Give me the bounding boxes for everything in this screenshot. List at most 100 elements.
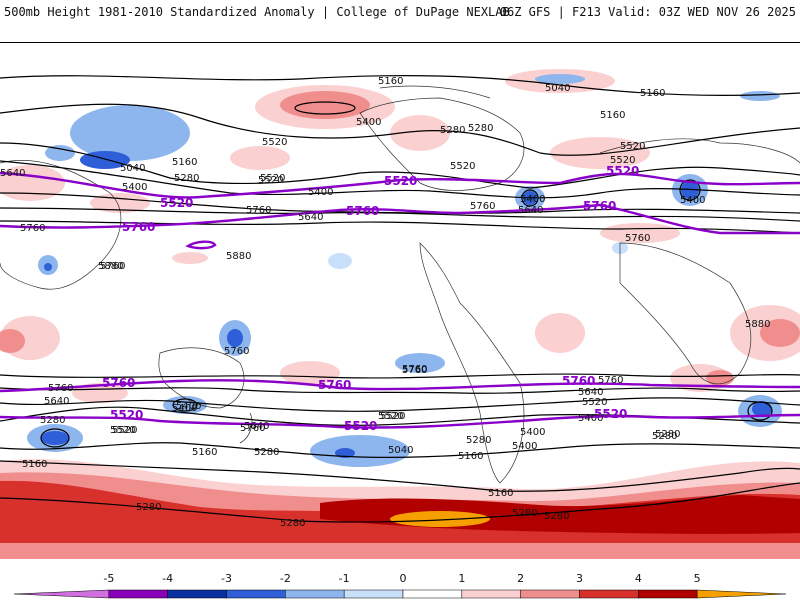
contour-label: 5640 [0, 168, 25, 179]
contour-label: 5880 [98, 261, 123, 272]
highlight-label: 5520 [384, 174, 417, 188]
contour-label: 5760 [224, 346, 249, 357]
contour-label: 5760 [20, 223, 45, 234]
highlight-contours [0, 171, 800, 429]
contour-label: 5400 [176, 401, 201, 412]
contour-label: 5160 [22, 459, 47, 470]
colorbar-tick-label: 1 [458, 572, 466, 585]
contour-label: 5520 [110, 425, 135, 436]
colorbar-segment [638, 589, 698, 599]
contour-label: 5520 [260, 173, 285, 184]
highlight-label: 5520 [594, 407, 627, 421]
contour-label: 5760 [240, 423, 265, 434]
contour-label: 5760 [48, 383, 73, 394]
contour-label: 5400 [172, 403, 197, 414]
contour-label: 5280 [40, 415, 65, 426]
contour-label: 5760 [625, 233, 650, 244]
colorbar-segment [343, 589, 404, 599]
colorbar-segment [167, 589, 227, 599]
contour-label: 5520 [582, 397, 607, 408]
highlight-label: 5760 [102, 376, 135, 390]
contour-label: 5400 [308, 187, 333, 198]
contour-label: 5400 [578, 413, 603, 424]
contour-label: 5520 [380, 411, 405, 422]
highlight-label: 5760 [562, 374, 595, 388]
contour-label: 5400 [356, 117, 381, 128]
colorbar-tick-label: 4 [634, 572, 642, 585]
contour-label: 5640 [578, 387, 603, 398]
highlight-label: 5520 [606, 164, 639, 178]
colorbar-tick-label: -3 [221, 572, 232, 585]
model-run-info: 06Z GFS | F213 Valid: 03Z WED NOV 26 202… [499, 5, 796, 19]
contour-label: 5760 [598, 375, 623, 386]
contour-label: 5400 [520, 427, 545, 438]
contour-label: 5520 [262, 137, 287, 148]
anomaly-shading [0, 69, 800, 559]
highlight-label: 5760 [318, 378, 351, 392]
contour-label: 5160 [600, 110, 625, 121]
contour-label: 5520 [258, 175, 283, 186]
colorbar-tick-label: -4 [162, 572, 174, 585]
contour-label: 5760 [402, 365, 427, 376]
colorbar-segment [285, 589, 345, 599]
contour-label: 5520 [620, 141, 645, 152]
contour-label: 5040 [388, 445, 413, 456]
anomaly-map: 5160 5040 5400 5280 5160 5640 5040 5160 … [0, 69, 800, 559]
colorbar-tick-label: 2 [517, 572, 525, 585]
contour-label: 5040 [545, 83, 570, 94]
contour-label: 5280 [466, 435, 491, 446]
height-contours [0, 75, 800, 523]
contour-label: 5640 [44, 396, 69, 407]
colorbar-tick-label: -5 [103, 572, 115, 585]
contour-label: 5400 [520, 194, 545, 205]
contour-label: 5160 [488, 488, 513, 499]
contour-label: 5400 [122, 182, 147, 193]
contour-label: 5640 [518, 205, 543, 216]
colorbar-segment [226, 589, 286, 599]
contour-label: 5280 [254, 447, 279, 458]
contour-label: 5280 [280, 518, 305, 529]
contour-label: 5760 [246, 205, 271, 216]
contour-label: 5280 [468, 123, 493, 134]
contour-label: 5280 [440, 125, 465, 136]
contour-label: 5280 [652, 431, 677, 442]
contour-label: 5880 [745, 319, 770, 330]
contour-label: 5640 [244, 421, 269, 432]
colorbar-tick-label: -2 [279, 572, 291, 585]
contour-label: 5400 [512, 441, 537, 452]
colorbar-segment [579, 589, 639, 599]
contour-label: 5160 [378, 76, 403, 87]
contour-label: 5280 [136, 502, 161, 513]
contour-label: 5760 [402, 364, 427, 375]
colorbar-tick-label: 5 [693, 572, 701, 585]
colorbar-tick-label: 0 [399, 572, 407, 585]
highlight-label: 5520 [160, 196, 193, 210]
highlight-label: 5760 [583, 199, 616, 213]
contour-label: 5280 [544, 511, 569, 522]
highlight-label: 5760 [346, 204, 379, 218]
contour-label: 5520 [450, 161, 475, 172]
contour-label: 5160 [172, 157, 197, 168]
colorbar [13, 589, 787, 599]
colorbar-segment [13, 589, 110, 599]
contour-label: 5760 [470, 201, 495, 212]
colorbar-tick-label: 3 [576, 572, 583, 585]
contour-label: 5040 [120, 163, 145, 174]
colorbar-tick-label: -1 [338, 572, 350, 585]
contour-label: 5280 [174, 173, 199, 184]
contour-label: 5160 [458, 451, 483, 462]
contour-label: 5520 [610, 155, 635, 166]
contour-label: 5520 [112, 425, 137, 436]
contour-label: 5640 [298, 212, 323, 223]
contour-label: 5880 [226, 251, 251, 262]
colorbar-segment [696, 589, 787, 599]
contour-label: 5760 [100, 261, 125, 272]
highlight-label: 5760 [122, 220, 155, 234]
contour-label: 5400 [680, 195, 705, 206]
contour-label: 5160 [192, 447, 217, 458]
colorbar-segment [108, 589, 168, 599]
contour-label: 5520 [378, 411, 403, 422]
map-title: 500mb Height 1981-2010 Standardized Anom… [4, 5, 510, 19]
map-panel: 5160 5040 5400 5280 5160 5640 5040 5160 … [0, 42, 800, 559]
contour-label: 5280 [655, 429, 680, 440]
